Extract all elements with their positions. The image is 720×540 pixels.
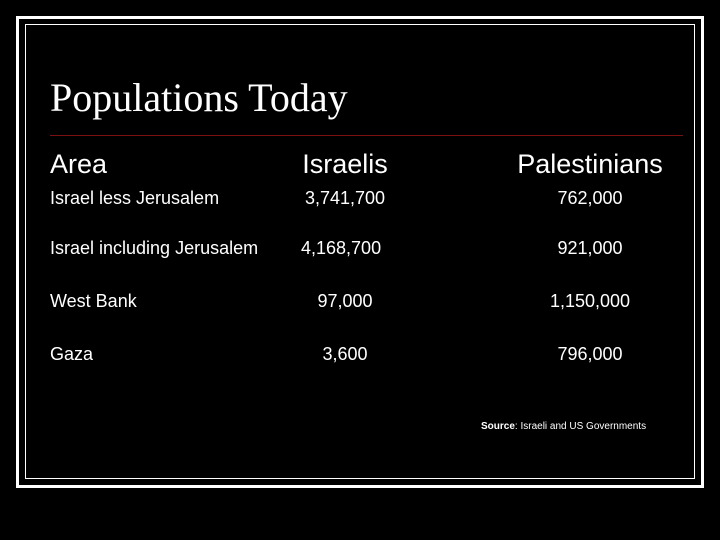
row-israelis: 3,741,700 — [304, 188, 386, 208]
row-area: West Bank — [50, 291, 137, 311]
header-palestinians: Palestinians — [517, 149, 663, 179]
slide-title: Populations Today — [50, 75, 348, 120]
row-palestinians: 1,150,000 — [549, 291, 631, 311]
slide-inner-frame — [25, 24, 695, 479]
row-israelis: 3,600 — [322, 344, 368, 364]
row-israelis: 4,168,700 — [301, 238, 382, 258]
row-palestinians: 921,000 — [557, 238, 623, 258]
source-text: : Israeli and US Governments — [514, 421, 647, 432]
row-area: Israel less Jerusalem — [50, 188, 220, 208]
header-area: Area — [50, 149, 108, 179]
slide-outer-frame — [16, 16, 704, 488]
row-palestinians: 796,000 — [557, 344, 623, 364]
row-israelis: 97,000 — [317, 291, 373, 311]
header-israelis: Israelis — [302, 149, 388, 179]
row-area: Israel including Jerusalem — [50, 238, 259, 258]
source-label: Source — [481, 421, 515, 432]
source-note: Source: Israeli and US Governments — [481, 421, 646, 432]
row-area: Gaza — [50, 344, 94, 364]
row-palestinians: 762,000 — [557, 188, 623, 208]
title-divider — [50, 135, 683, 136]
